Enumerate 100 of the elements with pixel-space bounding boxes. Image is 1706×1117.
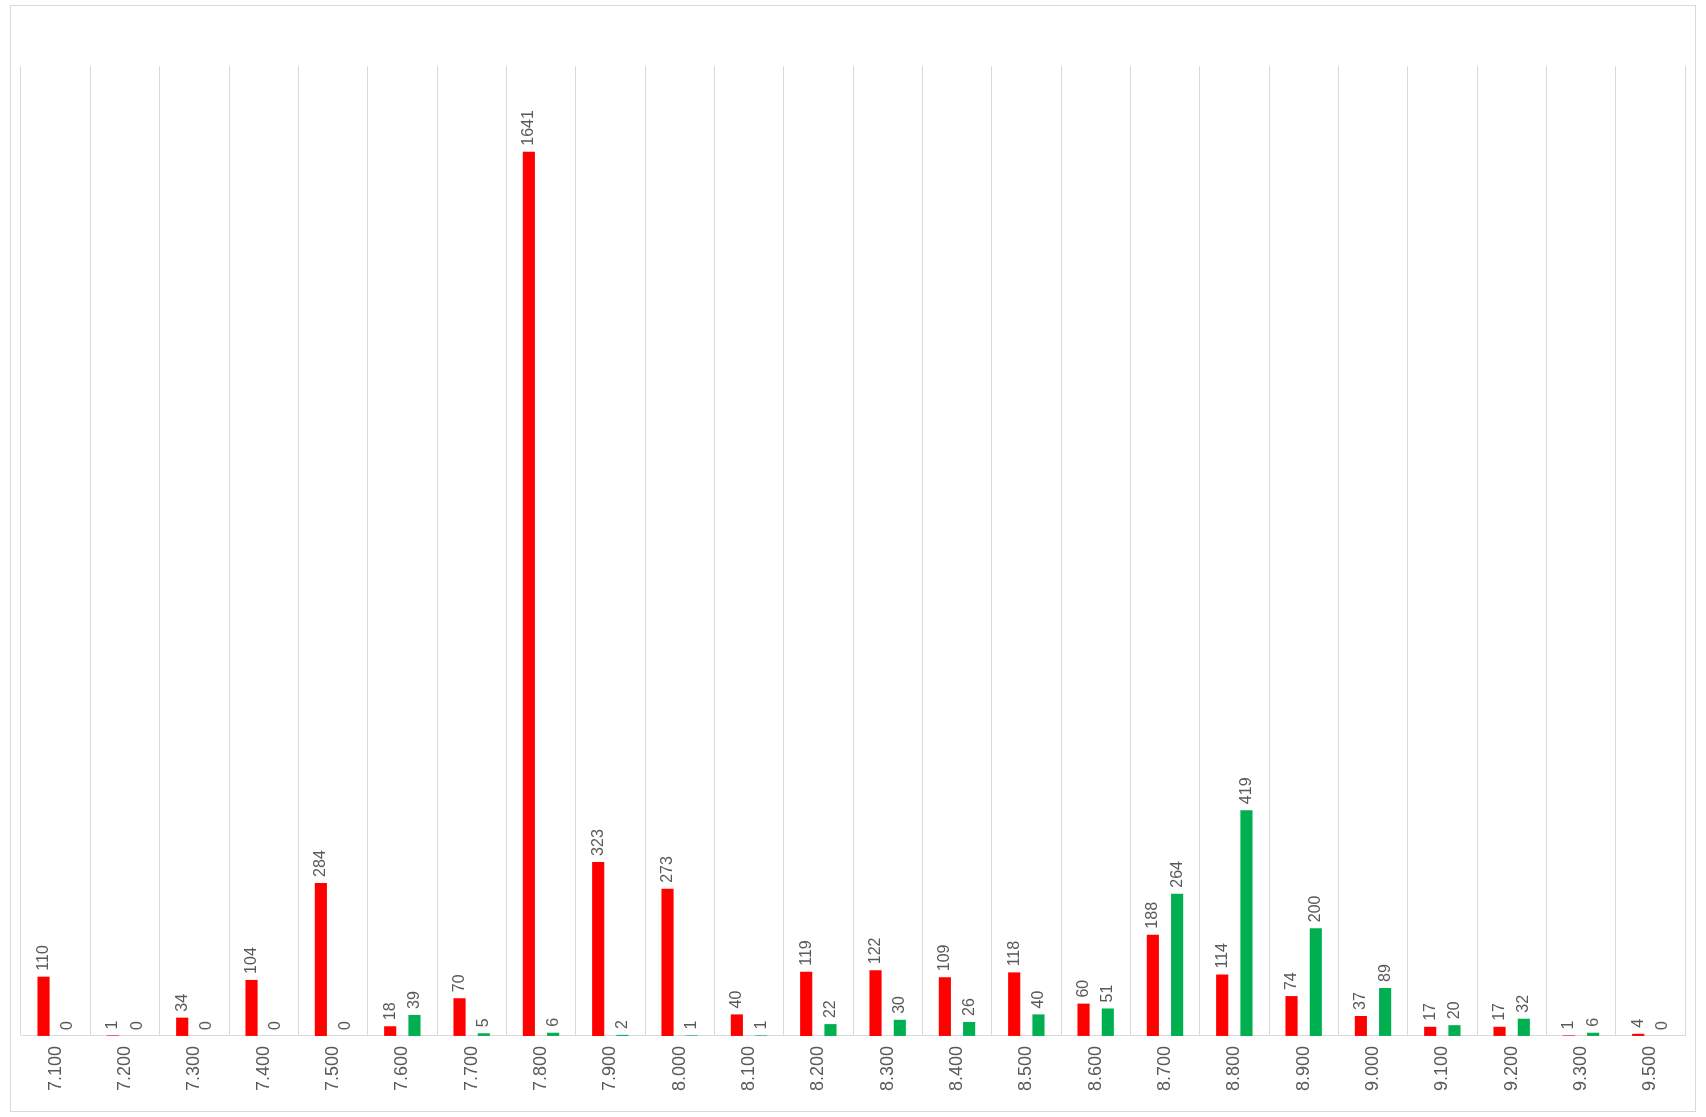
data-label: 40	[727, 990, 745, 1009]
x-tick-label: 9.300	[1569, 1045, 1590, 1091]
data-label: 60	[1073, 979, 1091, 998]
data-label: 273	[657, 856, 675, 883]
bar	[1424, 1026, 1437, 1036]
data-label: 22	[820, 1000, 838, 1019]
bar	[1032, 1014, 1045, 1036]
bar	[1632, 1033, 1645, 1036]
data-label: 5	[474, 1018, 492, 1028]
bar	[477, 1033, 490, 1036]
data-label: 0	[58, 1020, 76, 1030]
data-label: 34	[172, 993, 190, 1012]
bar	[547, 1032, 560, 1036]
bar	[1379, 988, 1392, 1036]
bar	[1517, 1018, 1530, 1036]
bar	[730, 1014, 743, 1036]
data-label: 18	[380, 1002, 398, 1021]
x-tick-label: 9.200	[1500, 1045, 1521, 1091]
data-label: 1	[751, 1020, 769, 1030]
bar	[824, 1024, 837, 1036]
bar	[592, 861, 605, 1036]
data-label: 74	[1281, 972, 1299, 991]
x-tick-label: 8.000	[668, 1045, 689, 1091]
bar	[384, 1026, 397, 1036]
bar	[37, 976, 50, 1036]
x-tick-label: 9.000	[1361, 1045, 1382, 1091]
data-label: 0	[266, 1020, 284, 1030]
x-tick-label: 8.900	[1292, 1045, 1313, 1091]
data-label: 40	[1028, 990, 1046, 1009]
x-tick-label: 7.800	[529, 1045, 550, 1091]
data-label: 39	[404, 991, 422, 1009]
data-label: 32	[1514, 994, 1532, 1013]
bar	[408, 1014, 421, 1036]
bar	[1216, 974, 1229, 1036]
data-label: 17	[1420, 1002, 1438, 1021]
data-label: 118	[1004, 940, 1022, 967]
x-tick-label: 8.100	[737, 1045, 758, 1091]
data-label: 1	[103, 1020, 121, 1030]
x-tick-label: 7.400	[252, 1045, 273, 1091]
data-label: 109	[935, 944, 953, 972]
bar	[1077, 1003, 1090, 1036]
data-label: 1	[1559, 1020, 1577, 1030]
data-label: 122	[865, 937, 883, 965]
data-label: 0	[335, 1020, 353, 1030]
bar	[176, 1017, 189, 1036]
x-tick-label: 9.100	[1431, 1045, 1452, 1091]
data-label: 200	[1306, 895, 1324, 923]
x-tick-label: 7.300	[183, 1045, 204, 1091]
data-label: 6	[1583, 1017, 1601, 1027]
data-label: 114	[1212, 942, 1230, 969]
data-label: 104	[241, 947, 259, 974]
data-label: 30	[890, 995, 908, 1014]
data-label: 323	[588, 829, 606, 856]
x-tick-label: 7.500	[321, 1045, 342, 1091]
bar	[1493, 1026, 1506, 1036]
data-label: 6	[543, 1017, 561, 1027]
bar	[893, 1019, 906, 1036]
bar	[1285, 996, 1298, 1036]
x-tick-label: 8.500	[1015, 1045, 1036, 1091]
x-tick-label: 7.100	[44, 1045, 65, 1091]
data-label: 89	[1375, 964, 1393, 982]
bar	[453, 998, 466, 1036]
bar	[869, 970, 882, 1036]
data-label: 1641	[519, 109, 537, 146]
bar	[1008, 972, 1021, 1036]
data-label: 17	[1489, 1002, 1507, 1021]
data-label: 70	[449, 974, 467, 993]
x-tick-label: 8.300	[876, 1045, 897, 1091]
bar	[1171, 893, 1184, 1036]
bar	[938, 977, 951, 1036]
data-label: 0	[127, 1020, 145, 1030]
data-label: 0	[196, 1020, 214, 1030]
data-label: 284	[311, 850, 329, 877]
bar	[1240, 810, 1253, 1036]
data-label: 20	[1444, 1001, 1462, 1020]
bar	[1101, 1008, 1114, 1036]
data-label: 110	[33, 945, 51, 971]
data-label: 264	[1167, 860, 1185, 888]
x-tick-label: 8.200	[807, 1045, 828, 1091]
data-label: 4	[1628, 1018, 1646, 1028]
data-label: 51	[1098, 984, 1116, 1003]
bar	[314, 882, 327, 1036]
data-label: 188	[1143, 901, 1161, 929]
bar	[245, 979, 258, 1036]
bar	[1354, 1016, 1367, 1036]
x-tick-label: 8.600	[1084, 1045, 1105, 1091]
x-tick-label: 8.700	[1153, 1045, 1174, 1091]
x-tick-label: 7.700	[460, 1045, 481, 1091]
bar	[1309, 928, 1322, 1036]
data-label: 1	[682, 1020, 700, 1030]
data-label: 119	[796, 940, 814, 966]
x-tick-label: 7.600	[391, 1045, 412, 1091]
data-label: 0	[1652, 1020, 1670, 1030]
data-label: 419	[1236, 777, 1254, 805]
bar	[963, 1021, 976, 1036]
bar	[800, 971, 813, 1036]
x-tick-label: 8.400	[945, 1045, 966, 1091]
data-label: 26	[959, 998, 977, 1016]
data-label: 2	[612, 1019, 630, 1029]
bar	[522, 151, 535, 1036]
